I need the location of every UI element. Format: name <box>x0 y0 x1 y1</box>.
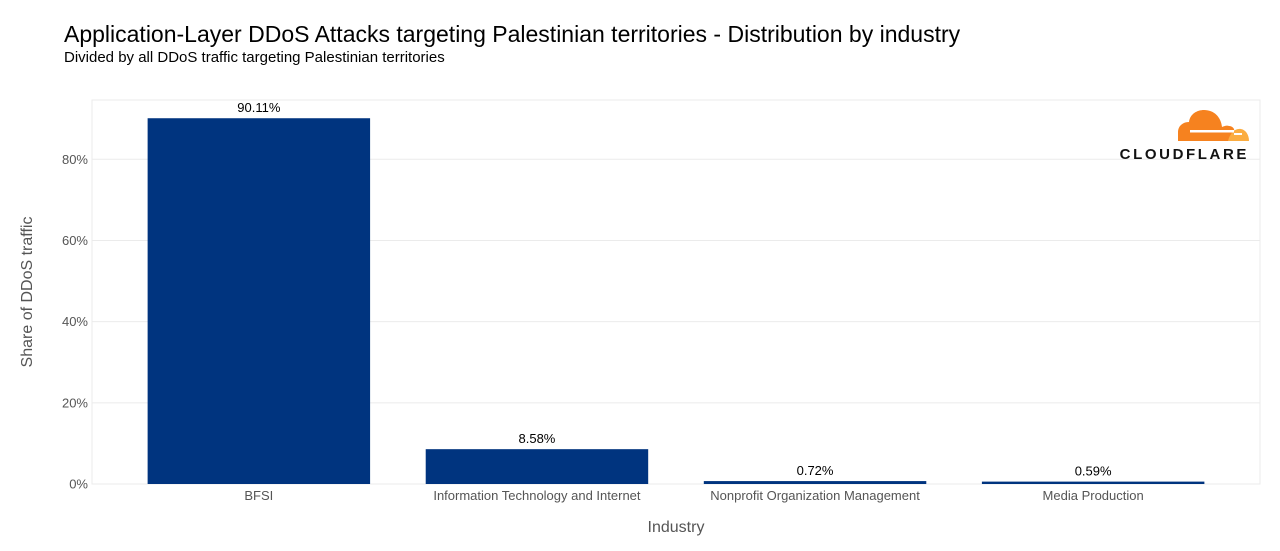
bars <box>147 118 1205 484</box>
bar <box>981 481 1205 484</box>
y-tick-label: 60% <box>62 233 88 248</box>
logo-text: CLOUDFLARE <box>1120 146 1249 163</box>
x-axis-ticks: BFSI Information Technology and Internet N… <box>244 488 1143 503</box>
bar <box>425 449 649 484</box>
x-tick-label: Nonprofit Organization Management <box>710 488 920 503</box>
x-tick-label: BFSI <box>244 488 273 503</box>
data-label: 8.58% <box>519 431 556 446</box>
chart-subtitle: Divided by all DDoS traffic targeting Pa… <box>64 49 445 66</box>
x-axis-title: Industry <box>648 519 705 536</box>
y-axis-title: Share of DDoS traffic <box>19 217 36 368</box>
y-tick-label: 20% <box>62 395 88 410</box>
bar <box>147 118 371 484</box>
x-tick-label: Information Technology and Internet <box>433 488 641 503</box>
y-tick-label: 80% <box>62 152 88 167</box>
cloudflare-logo: CLOUDFLARE <box>1120 110 1249 163</box>
chart-title: Application-Layer DDoS Attacks targeting… <box>64 21 961 47</box>
y-tick-label: 40% <box>62 314 88 329</box>
data-label: 90.11% <box>237 100 281 115</box>
x-tick-label: Media Production <box>1043 488 1144 503</box>
cloud-icon <box>1178 110 1249 141</box>
bar <box>703 481 927 484</box>
data-labels: 90.11% 8.58% 0.72% 0.59% <box>237 100 1112 478</box>
y-tick-label: 0% <box>69 477 88 492</box>
data-label: 0.72% <box>797 463 834 478</box>
data-label: 0.59% <box>1075 464 1112 479</box>
y-axis-ticks: 0% 20% 40% 60% 80% <box>62 152 88 492</box>
